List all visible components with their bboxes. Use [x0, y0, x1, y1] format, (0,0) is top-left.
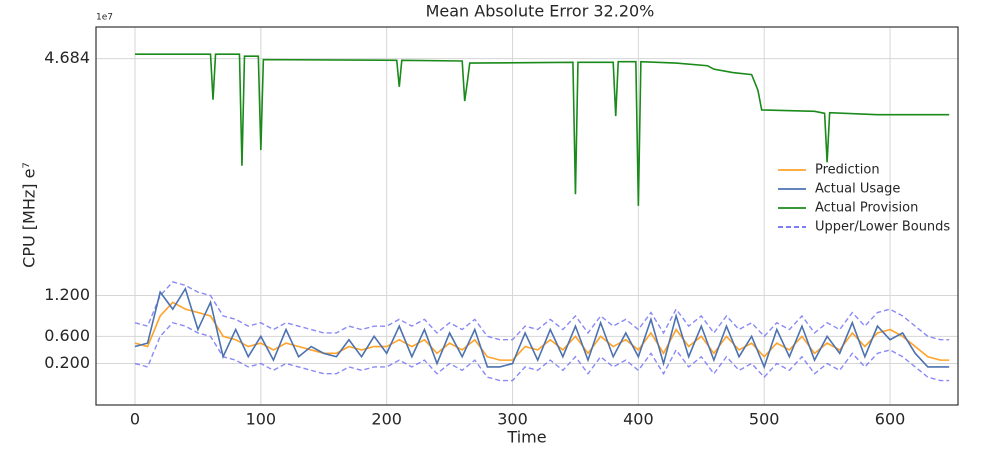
y-tick-label: 0.200	[44, 353, 90, 372]
x-tick-label: 0	[130, 410, 140, 429]
y-tick-label: 1.200	[44, 285, 90, 304]
chart-title: Mean Absolute Error 32.20%	[426, 2, 655, 21]
y-tick-label: 0.600	[44, 326, 90, 345]
legend-label: Prediction	[815, 163, 880, 178]
axes-frame	[95, 26, 959, 406]
x-tick-label: 400	[623, 410, 654, 429]
line-series	[135, 53, 950, 206]
line-series	[134, 286, 950, 370]
y-axis-label: CPU [MHz] e⁷	[20, 162, 39, 268]
x-tick-label: 500	[749, 410, 780, 429]
x-tick-label: 300	[497, 410, 528, 429]
legend-label: Actual Usage	[815, 182, 900, 197]
x-tick-label: 600	[875, 410, 906, 429]
bound-line	[134, 321, 950, 382]
x-tick-label: 200	[371, 410, 402, 429]
legend-label: Upper/Lower Bounds	[815, 220, 950, 235]
x-tick-label: 100	[246, 410, 277, 429]
x-axis-label: Time	[506, 428, 546, 447]
bound-line	[134, 281, 950, 341]
offset-text: 1e7	[96, 13, 113, 23]
legend-label: Actual Provision	[815, 201, 918, 216]
y-tick-label: 4.684	[44, 48, 90, 67]
legend: Prediction Actual Usage Actual Provision Up…	[778, 163, 950, 235]
